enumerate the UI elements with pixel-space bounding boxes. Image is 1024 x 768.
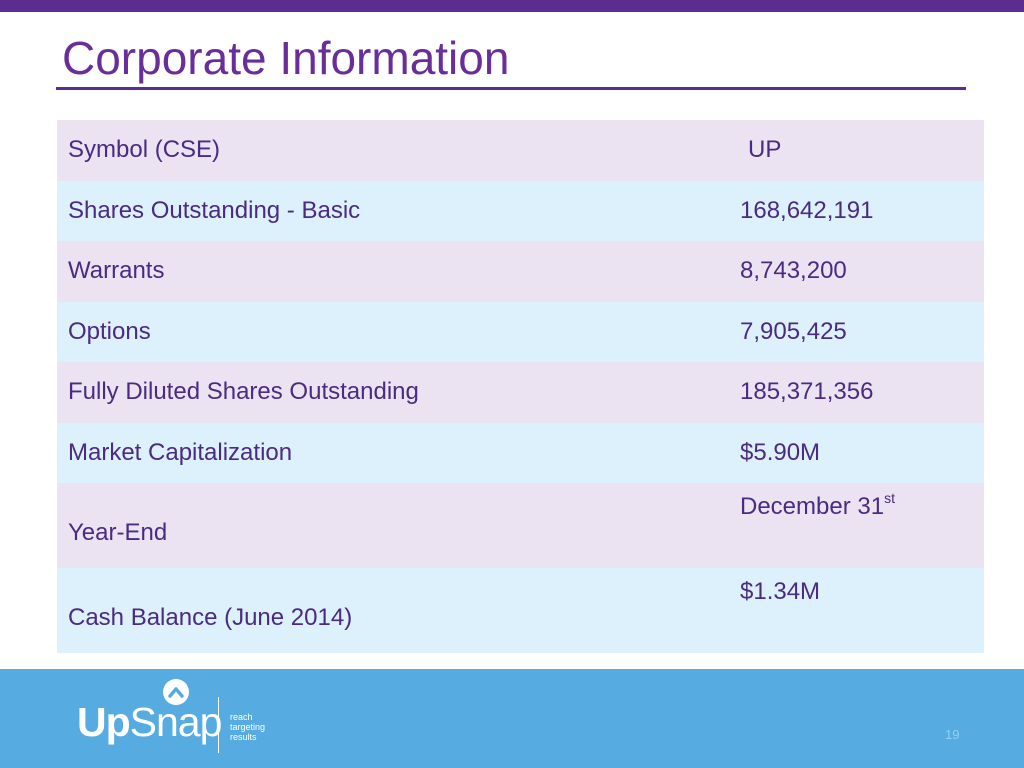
tagline-line: targeting	[230, 722, 266, 732]
logo-wordmark-up: Up	[77, 699, 131, 745]
tagline-line: reach	[230, 712, 253, 722]
corporate-info-table: Symbol (CSE) UP Shares Outstanding - Bas…	[57, 120, 984, 653]
row-label: Warrants	[68, 257, 165, 285]
row-value: 168,642,191	[740, 196, 874, 224]
slide-title: Corporate Information	[62, 32, 510, 84]
upsnap-logo: UpSnap	[77, 676, 222, 748]
page-number: 19	[945, 727, 960, 742]
table-row: Fully Diluted Shares Outstanding 185,371…	[57, 362, 984, 423]
row-value: 8,743,200	[740, 257, 847, 285]
title-underline	[56, 87, 966, 90]
row-label: Cash Balance (June 2014)	[68, 603, 353, 631]
table-row: Market Capitalization $5.90M	[57, 422, 984, 483]
table-row: Year-End December 31st	[57, 483, 984, 568]
row-label: Year-End	[68, 518, 168, 546]
tagline-line: results	[230, 732, 257, 742]
logo-wordmark-snap: Snap	[129, 699, 223, 745]
row-value: $5.90M	[740, 438, 821, 466]
row-value: December 31st	[740, 483, 984, 568]
row-label: Fully Diluted Shares Outstanding	[68, 378, 419, 406]
logo-divider	[218, 697, 219, 753]
row-label: Shares Outstanding - Basic	[68, 196, 361, 224]
row-label: Symbol (CSE)	[68, 136, 221, 164]
table-row: Warrants 8,743,200	[57, 241, 984, 302]
chevron-up-icon	[163, 679, 189, 705]
logo-wordmark: UpSnap	[77, 698, 223, 746]
table-row: Options 7,905,425	[57, 301, 984, 362]
row-value-text: December 31	[740, 493, 885, 520]
row-label: Options	[68, 317, 151, 345]
row-value: 7,905,425	[740, 317, 847, 345]
row-label: Market Capitalization	[68, 438, 293, 466]
row-value-text: UP	[748, 136, 782, 164]
top-accent-bar	[0, 0, 1024, 12]
row-value: UP	[740, 120, 984, 181]
table-row: Shares Outstanding - Basic 168,642,191	[57, 180, 984, 241]
row-value: 185,371,356	[740, 378, 874, 406]
row-value: $1.34M	[740, 578, 821, 605]
logo-tagline: reach targeting results	[230, 712, 265, 742]
table-row: Symbol (CSE) UP	[57, 120, 984, 181]
table-row: Cash Balance (June 2014) $1.34M	[57, 568, 984, 653]
ordinal-suffix: st	[884, 490, 895, 506]
